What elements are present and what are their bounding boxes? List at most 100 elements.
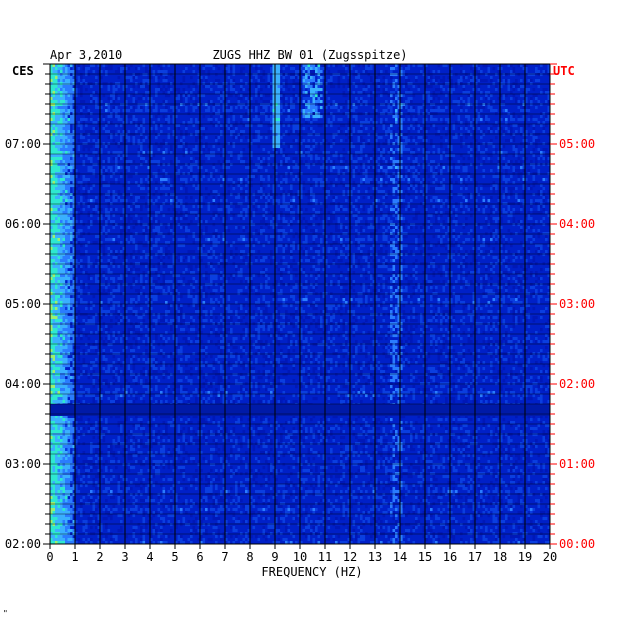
spectrogram-cell: [540, 73, 543, 77]
spectrogram-cell: [65, 139, 68, 143]
spectrogram-cell: [440, 142, 443, 146]
spectrogram-cell: [297, 211, 301, 215]
spectrogram-cell: [377, 115, 381, 119]
spectrogram-cell: [495, 130, 498, 134]
spectrogram-cell: [65, 70, 68, 74]
spectrogram-cell: [85, 130, 88, 134]
spectrogram-cell: [85, 73, 88, 77]
spectrogram-cell: [372, 169, 376, 173]
spectrogram-cell: [170, 193, 173, 197]
spectrogram-cell: [292, 244, 296, 248]
spectrogram-cell: [330, 106, 333, 110]
spectrogram-cell: [92, 121, 96, 125]
spectrogram-cell: [82, 79, 86, 83]
spectrogram-cell: [230, 106, 233, 110]
spectrogram-cell: [67, 133, 71, 137]
spectrogram-cell: [285, 64, 288, 68]
spectrogram-cell: [522, 118, 526, 122]
spectrogram-cell: [485, 64, 488, 68]
spectrogram-cell: [530, 82, 533, 86]
spectrogram-cell: [547, 118, 551, 122]
spectrogram-cell: [410, 166, 413, 170]
spectrogram-cell: [155, 109, 158, 113]
spectrogram-cell: [460, 187, 463, 191]
spectrogram-cell: [467, 208, 471, 212]
spectrogram-cell: [222, 193, 226, 197]
spectrogram-cell: [535, 181, 538, 185]
spectrogram-cell: [175, 172, 178, 176]
spectrogram-cell: [120, 229, 123, 233]
spectrogram-cell: [320, 106, 323, 110]
spectrogram-cell: [227, 76, 231, 80]
spectrogram-cell: [182, 178, 186, 182]
spectrogram-cell: [310, 229, 313, 233]
spectrogram-cell: [337, 169, 341, 173]
spectrogram-cell: [140, 106, 143, 110]
spectrogram-cell: [290, 67, 293, 71]
spectrogram-cell: [102, 229, 106, 233]
spectrogram-cell: [135, 196, 138, 200]
spectrogram-cell: [540, 154, 543, 158]
spectrogram-cell: [345, 247, 348, 251]
spectrogram-cell: [420, 190, 423, 194]
spectrogram-cell: [242, 208, 246, 212]
spectrogram-cell: [465, 115, 468, 119]
spectrogram-cell: [507, 202, 511, 206]
spectrogram-cell: [165, 148, 168, 152]
spectrogram-cell: [202, 133, 206, 137]
spectrogram-cell: [385, 196, 388, 200]
spectrogram-cell: [50, 250, 53, 254]
spectrogram-cell: [187, 229, 191, 233]
spectrogram-cell: [392, 250, 396, 254]
spectrogram-cell: [107, 214, 111, 218]
spectrogram-cell: [157, 229, 161, 233]
spectrogram-cell: [422, 94, 426, 98]
spectrogram-cell: [530, 100, 533, 104]
spectrogram-cell: [120, 133, 123, 137]
spectrogram-cell: [390, 157, 393, 161]
spectrogram-cell: [510, 214, 513, 218]
spectrogram-cell: [430, 97, 433, 101]
spectrogram-cell: [257, 241, 261, 245]
spectrogram-cell: [225, 199, 228, 203]
spectrogram-cell: [275, 118, 278, 122]
spectrogram-cell: [195, 85, 198, 89]
spectrogram-cell: [92, 211, 96, 215]
spectrogram-cell: [52, 244, 56, 248]
spectrogram-cell: [315, 70, 318, 74]
spectrogram-cell: [475, 223, 478, 227]
spectrogram-cell: [95, 145, 98, 149]
spectrogram-cell: [92, 97, 96, 101]
spectrogram-cell: [247, 103, 251, 107]
spectrogram-cell: [72, 160, 76, 164]
spectrogram-cell: [300, 232, 303, 236]
spectrogram-cell: [502, 79, 506, 83]
spectrogram-cell: [357, 136, 361, 140]
spectrogram-cell: [282, 196, 286, 200]
spectrogram-cell: [145, 106, 148, 110]
spectrogram-cell: [302, 109, 306, 113]
spectrogram-cell: [412, 154, 416, 158]
spectrogram-cell: [75, 220, 78, 224]
spectrogram-cell: [185, 190, 188, 194]
spectrogram-cell: [117, 97, 121, 101]
spectrogram-cell: [517, 199, 521, 203]
spectrogram-cell: [230, 79, 233, 83]
spectrogram-cell: [490, 76, 493, 80]
spectrogram-cell: [277, 145, 281, 149]
spectrogram-cell: [145, 184, 148, 188]
spectrogram-cell: [475, 181, 478, 185]
spectrogram-cell: [55, 82, 58, 86]
spectrogram-cell: [222, 103, 226, 107]
spectrogram-cell: [307, 106, 311, 110]
spectrogram-cell: [57, 97, 61, 101]
spectrogram-cell: [195, 163, 198, 167]
spectrogram-cell: [420, 106, 423, 110]
spectrogram-cell: [132, 115, 136, 119]
spectrogram-cell: [280, 187, 283, 191]
spectrogram-cell: [77, 121, 81, 125]
spectrogram-cell: [140, 223, 143, 227]
spectrogram-cell: [457, 166, 461, 170]
spectrogram-cell: [165, 151, 168, 155]
spectrogram-cell: [80, 100, 83, 104]
